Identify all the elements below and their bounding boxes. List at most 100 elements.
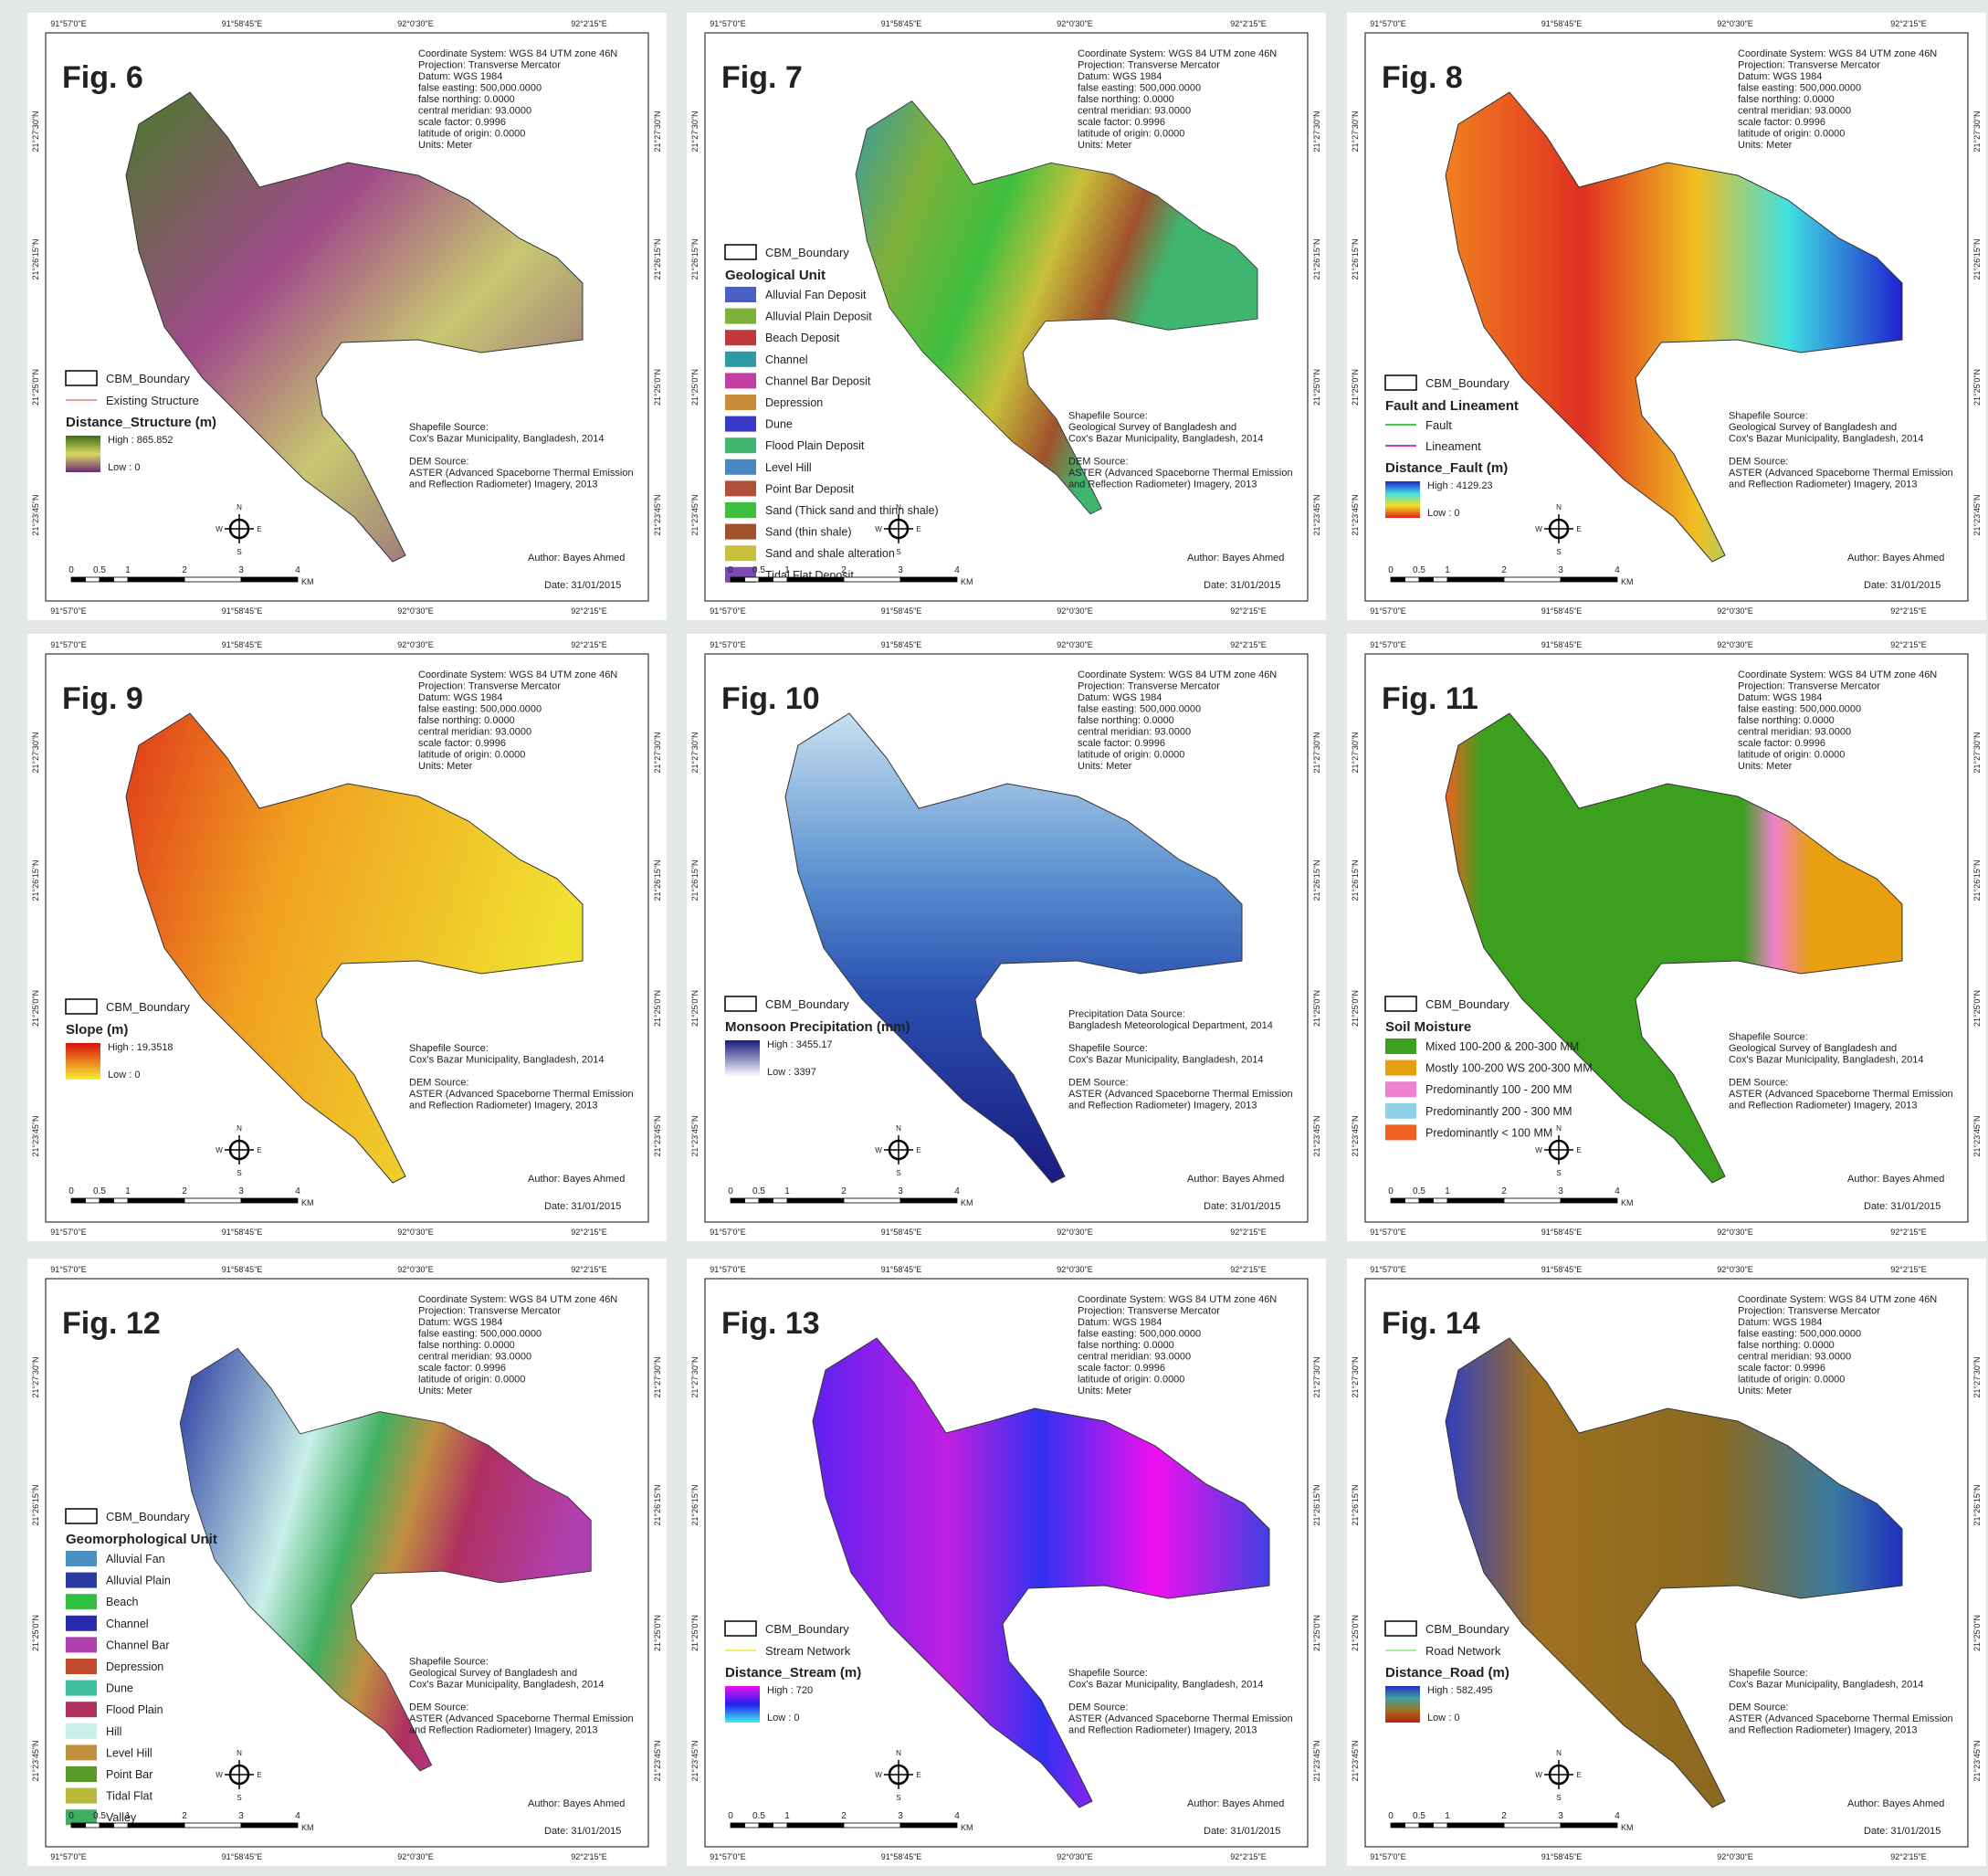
legend-label: Sand (thin shale)	[765, 526, 852, 539]
scale-bar-segment	[1561, 1823, 1617, 1828]
scale-bar-segment	[844, 1823, 900, 1828]
compass-letter: S	[237, 548, 241, 556]
longitude-label: 91°57'0"E	[1370, 1265, 1406, 1274]
longitude-label: 92°0'30"E	[1717, 1852, 1753, 1861]
longitude-label: 91°57'0"E	[50, 640, 87, 649]
projection-info: false northing: 0.0000	[1078, 94, 1174, 105]
scale-label: 2	[182, 1186, 187, 1196]
legend-label: Beach	[106, 1596, 138, 1608]
projection-info: scale factor: 0.9996	[1078, 117, 1165, 128]
scale-bar-segment	[1419, 1823, 1434, 1828]
legend-swatch	[725, 287, 756, 302]
source-text: and Reflection Radiometer) Imagery, 2013	[409, 480, 597, 490]
scale-label: 3	[238, 1811, 244, 1821]
latitude-label: 21°27'30"N	[1972, 1356, 1982, 1397]
source-text: Cox's Bazar Municipality, Bangladesh, 20…	[409, 1680, 604, 1691]
legend-label: CBM_Boundary	[1425, 376, 1509, 390]
latitude-label: 21°27'30"N	[1312, 111, 1321, 152]
scale-bar-segment	[900, 577, 957, 582]
scale-label: 0	[68, 1186, 74, 1196]
legend-label: Point Bar	[106, 1768, 153, 1781]
legend-label: Point Bar Deposit	[765, 482, 855, 495]
latitude-label: 21°25'0"N	[31, 1615, 40, 1651]
scale-bar-segment	[745, 577, 760, 582]
latitude-label: 21°25'0"N	[690, 1615, 699, 1651]
projection-info: Datum: WGS 1984	[418, 1317, 502, 1328]
compass-letter: N	[237, 1749, 242, 1757]
author: Author: Bayes Ahmed	[1187, 1174, 1284, 1185]
source-text: Shapefile Source:	[409, 1043, 489, 1054]
source-text: Cox's Bazar Municipality, Bangladesh, 20…	[1068, 1680, 1263, 1691]
latitude-label: 21°26'15"N	[690, 238, 699, 279]
latitude-label: 21°23'45"N	[31, 1115, 40, 1156]
legend-label: Flood Plain Deposit	[765, 439, 865, 452]
longitude-label: 91°58'45"E	[1541, 1852, 1583, 1861]
legend-swatch	[725, 545, 756, 561]
map-panel: 91°57'0"E91°57'0"E91°58'45"E91°58'45"E92…	[27, 634, 667, 1241]
scale-label: 4	[295, 565, 300, 575]
legend-boundary-box	[1385, 996, 1416, 1011]
legend-label: Level Hill	[765, 461, 812, 474]
longitude-label: 91°58'45"E	[222, 1265, 263, 1274]
scale-bar-segment	[184, 1823, 241, 1828]
scale-label: 1	[125, 1811, 131, 1821]
latitude-label: 21°26'15"N	[1312, 238, 1321, 279]
source-text: ASTER (Advanced Spaceborne Thermal Emiss…	[1729, 1713, 1953, 1724]
scale-label: 0.5	[93, 1186, 106, 1196]
scale-label: 4	[954, 565, 960, 575]
scale-bar-segment	[1405, 1823, 1420, 1828]
legend-label: CBM_Boundary	[106, 1510, 190, 1523]
projection-info: scale factor: 0.9996	[1078, 1363, 1165, 1374]
projection-info: false easting: 500,000.0000	[418, 1329, 542, 1340]
latitude-label: 21°27'30"N	[653, 111, 662, 152]
projection-info: Datum: WGS 1984	[1078, 1317, 1162, 1328]
source-text: ASTER (Advanced Spaceborne Thermal Emiss…	[1068, 468, 1293, 479]
compass-letter: N	[896, 503, 901, 511]
projection-info: Coordinate System: WGS 84 UTM zone 46N	[1738, 669, 1937, 680]
legend-heading: Distance_Fault (m)	[1385, 460, 1508, 476]
legend-label: Valley	[106, 1811, 137, 1824]
scale-bar-segment	[731, 577, 745, 582]
longitude-label: 91°57'0"E	[50, 19, 87, 28]
projection-info: Coordinate System: WGS 84 UTM zone 46N	[418, 669, 617, 680]
source-text: DEM Source:	[1068, 1078, 1128, 1089]
legend-boundary-box	[66, 1509, 97, 1523]
legend-swatch	[66, 1681, 97, 1696]
latitude-label: 21°27'30"N	[653, 732, 662, 773]
projection-info: Coordinate System: WGS 84 UTM zone 46N	[1738, 1294, 1937, 1305]
legend-swatch	[66, 1594, 97, 1609]
legend-label: Mostly 100-200 WS 200-300 MM	[1425, 1062, 1593, 1075]
projection-info: Datum: WGS 1984	[418, 71, 502, 82]
longitude-label: 92°2'15"E	[571, 1228, 607, 1237]
longitude-label: 92°0'30"E	[397, 1228, 434, 1237]
source-text: Shapefile Source:	[1068, 1668, 1148, 1679]
scale-bar-segment	[745, 1823, 760, 1828]
scale-label: 0	[728, 1811, 733, 1821]
date: Date: 31/01/2015	[1864, 1201, 1941, 1212]
legend-swatch	[66, 1702, 97, 1717]
legend-ramp	[725, 1686, 760, 1723]
author: Author: Bayes Ahmed	[528, 1174, 625, 1185]
projection-info: Units: Meter	[418, 1386, 473, 1396]
legend-boundary-box	[1385, 375, 1416, 390]
projection-info: central meridian: 93.0000	[418, 727, 531, 738]
scale-label: 0.5	[93, 565, 106, 575]
projection-info: Units: Meter	[1078, 1386, 1132, 1396]
legend-heading: Soil Moisture	[1385, 1019, 1471, 1035]
projection-info: false easting: 500,000.0000	[418, 83, 542, 94]
scale-bar-segment	[1447, 1823, 1504, 1828]
latitude-label: 21°23'45"N	[653, 1115, 662, 1156]
source-text: Cox's Bazar Municipality, Bangladesh, 20…	[1729, 434, 1923, 445]
legend-label: Lineament	[1425, 439, 1481, 453]
scale-bar-segment	[1504, 1823, 1561, 1828]
projection-info: Coordinate System: WGS 84 UTM zone 46N	[1078, 1294, 1277, 1305]
source-text: Geological Survey of Bangladesh and	[1068, 422, 1236, 433]
scale-unit: KM	[1621, 577, 1634, 586]
legend-high: High : 19.3518	[108, 1042, 174, 1053]
scale-unit: KM	[301, 1823, 314, 1832]
scale-label: 2	[841, 565, 847, 575]
longitude-label: 91°58'45"E	[881, 1265, 922, 1274]
author: Author: Bayes Ahmed	[1187, 1798, 1284, 1809]
scale-label: 3	[238, 565, 244, 575]
scale-unit: KM	[961, 577, 973, 586]
